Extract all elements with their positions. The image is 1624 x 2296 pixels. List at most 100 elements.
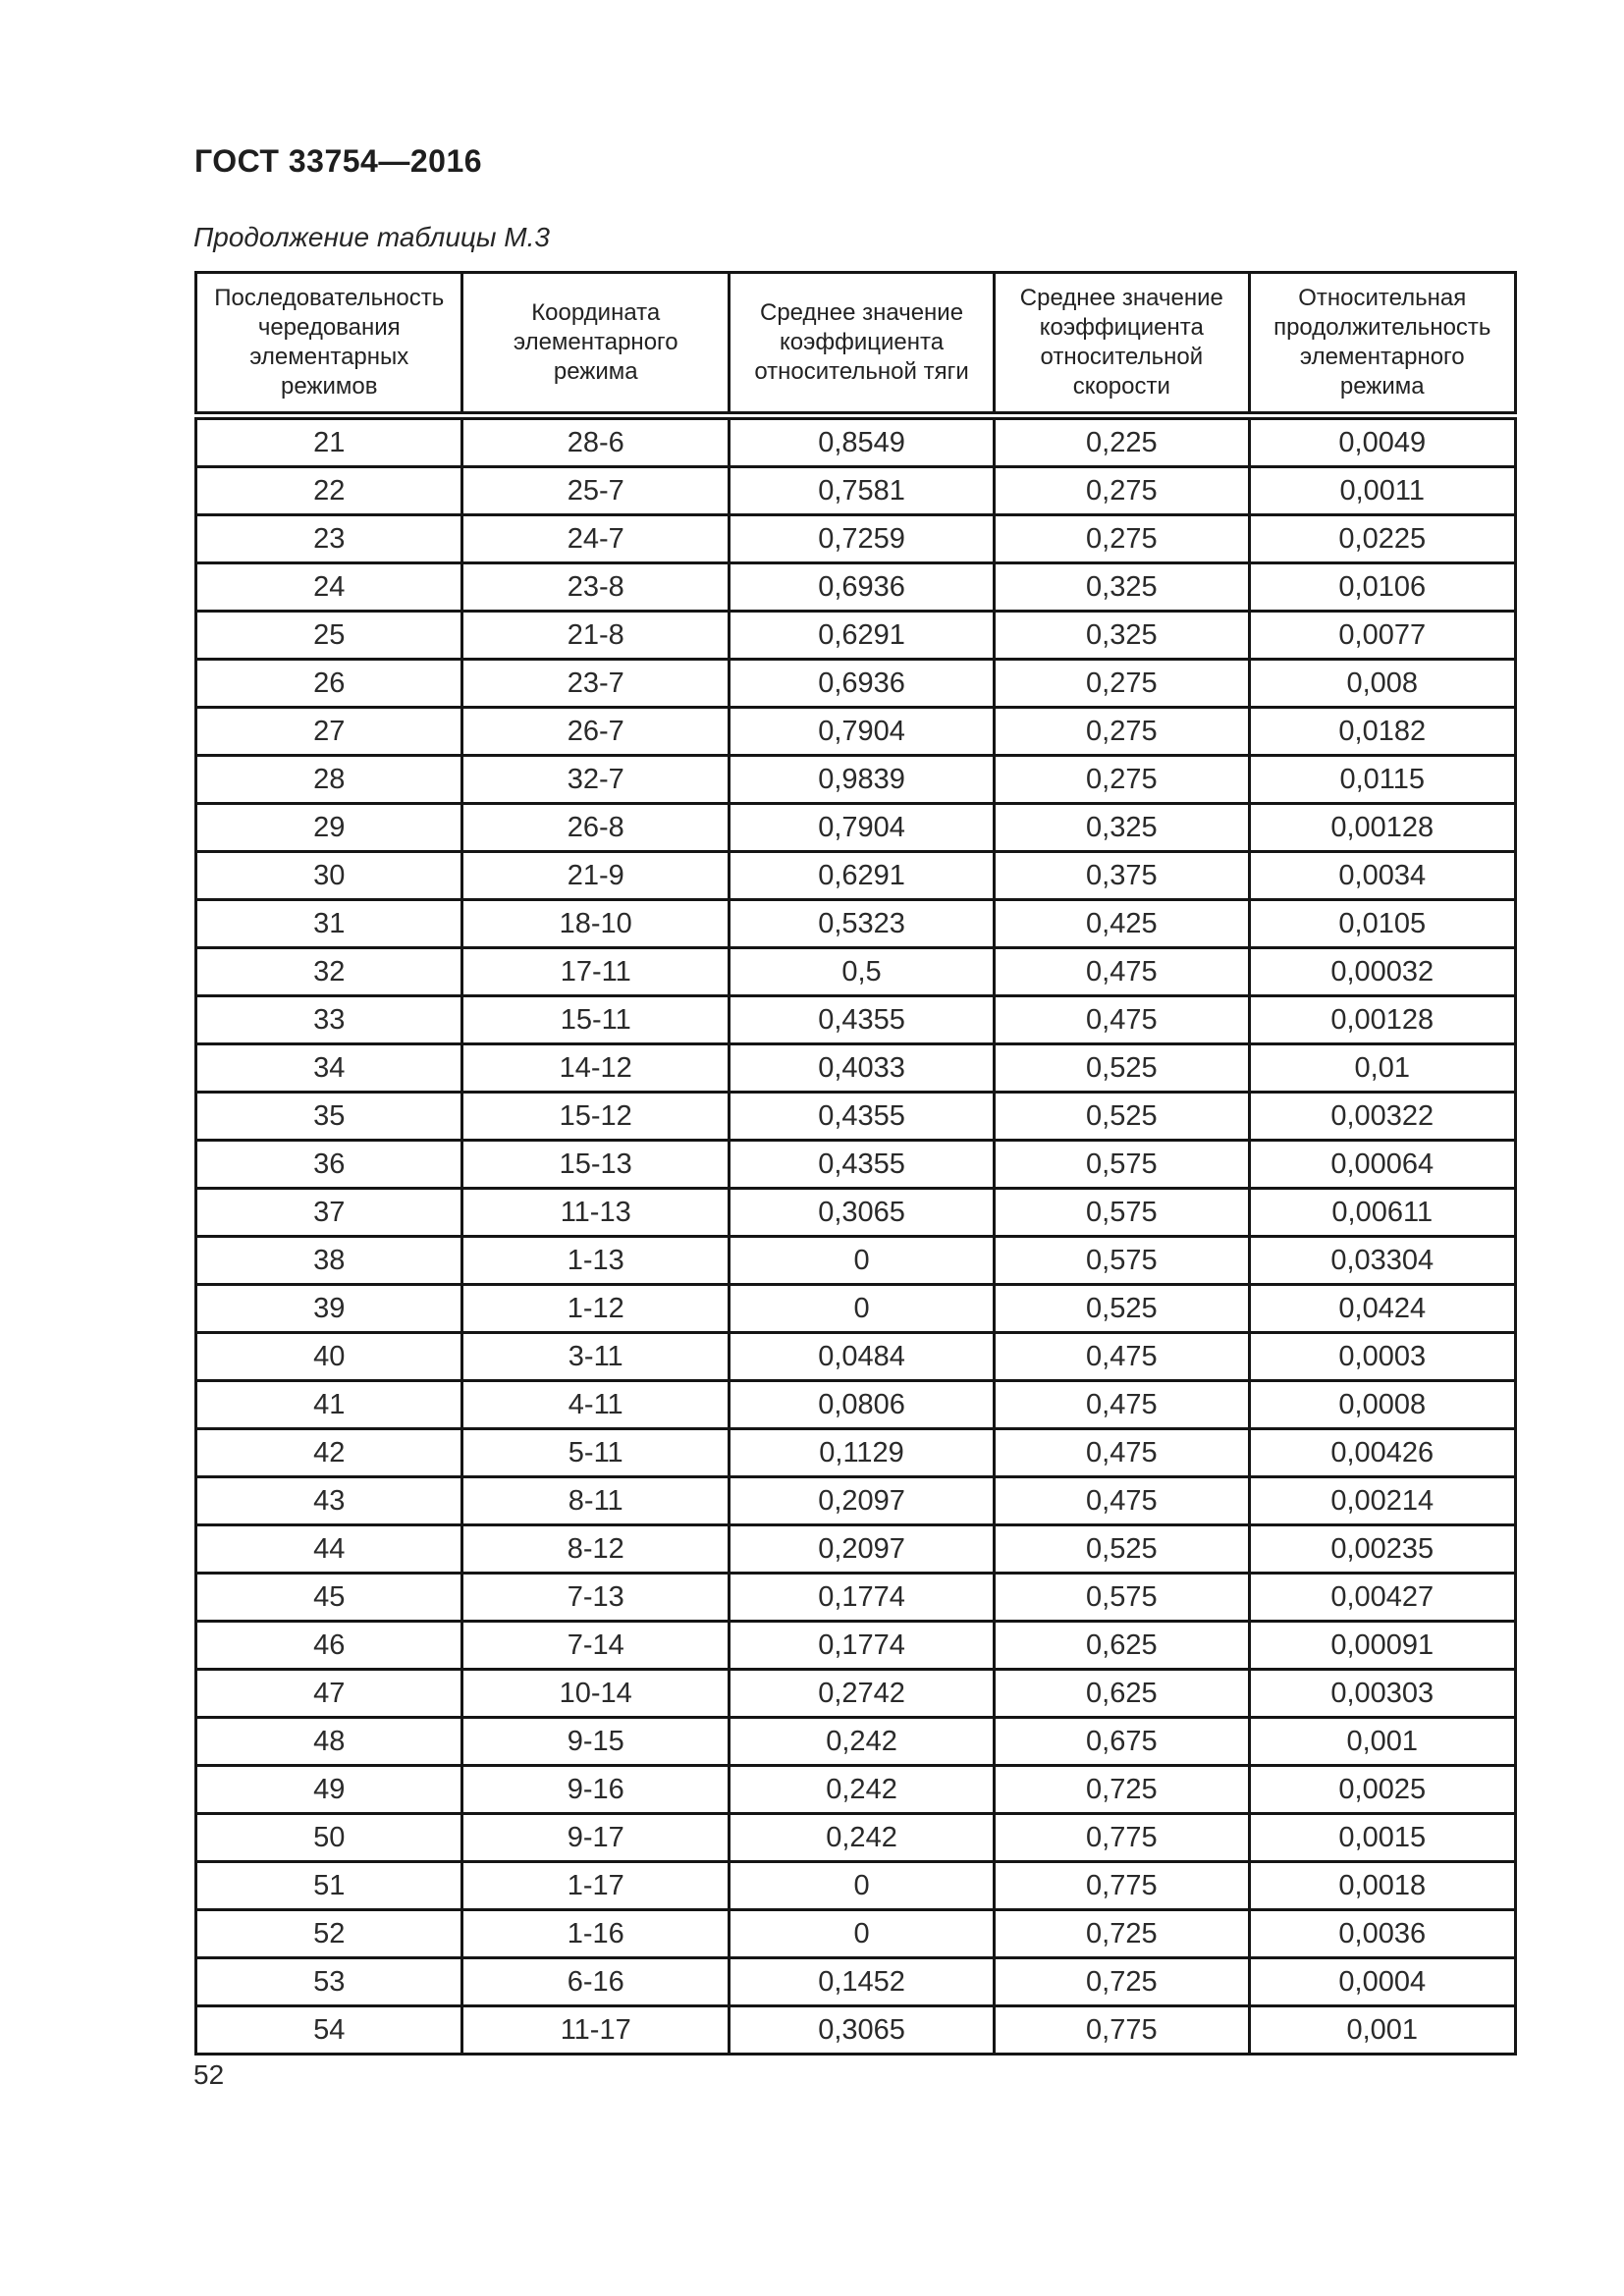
table-cell: 5-11 xyxy=(460,1427,731,1478)
table-cell: 0,575 xyxy=(993,1139,1251,1190)
table-cell: 11-13 xyxy=(460,1187,731,1238)
table-cell: 0,475 xyxy=(993,1379,1251,1430)
table-cell: 0,00128 xyxy=(1247,994,1517,1045)
table-cell: 34 xyxy=(193,1042,464,1094)
table-cell: 0,525 xyxy=(993,1523,1251,1575)
table-row: 25 21-8 0,6291 0,325 0,0077 xyxy=(193,610,1517,661)
table-cell: 30 xyxy=(193,850,464,901)
table-cell: 0,325 xyxy=(993,561,1251,613)
table-cell: 0,0106 xyxy=(1247,561,1517,613)
table-cell: 0,0225 xyxy=(1247,513,1517,564)
column-header-sequence: Последовательность чередования элементар… xyxy=(193,271,464,420)
table-row: 28 32-7 0,9839 0,275 0,0115 xyxy=(193,754,1517,805)
table-row: 32 17-11 0,5 0,475 0,00032 xyxy=(193,946,1517,997)
column-header-speed-coefficient: Среднее значение коэффициента относитель… xyxy=(993,271,1251,420)
table-cell: 32-7 xyxy=(460,754,731,805)
table-row: 44 8-12 0,2097 0,525 0,00235 xyxy=(193,1523,1517,1575)
table-cell: 27 xyxy=(193,706,464,757)
table-cell: 0,1774 xyxy=(727,1620,997,1671)
table-cell: 23 xyxy=(193,513,464,564)
table-cell: 0,525 xyxy=(993,1283,1251,1334)
table-cell: 0,775 xyxy=(993,1860,1251,1911)
table-cell: 0,475 xyxy=(993,994,1251,1045)
table-cell: 23-7 xyxy=(460,658,731,709)
table-cell: 0,275 xyxy=(993,465,1251,516)
table-cell: 0,4355 xyxy=(727,994,997,1045)
table-cell: 0,3065 xyxy=(727,1187,997,1238)
table-cell: 25 xyxy=(193,610,464,661)
table-cell: 22 xyxy=(193,465,464,516)
table-cell: 0,00303 xyxy=(1247,1668,1517,1719)
table-cell: 50 xyxy=(193,1812,464,1863)
table-cell: 3-11 xyxy=(460,1331,731,1382)
table-cell: 0,001 xyxy=(1247,1716,1517,1767)
table-row: 27 26-7 0,7904 0,275 0,0182 xyxy=(193,706,1517,757)
table-cell: 45 xyxy=(193,1572,464,1623)
table-cell: 0 xyxy=(727,1860,997,1911)
table-cell: 0,2097 xyxy=(727,1523,997,1575)
table-row: 42 5-11 0,1129 0,475 0,00426 xyxy=(193,1427,1517,1478)
table-row: 52 1-16 0 0,725 0,0036 xyxy=(193,1908,1517,1959)
table-cell: 0,6936 xyxy=(727,561,997,613)
table-cell: 0,9839 xyxy=(727,754,997,805)
table-cell: 52 xyxy=(193,1908,464,1959)
table-cell: 0,775 xyxy=(993,2004,1251,2056)
table-cell: 17-11 xyxy=(460,946,731,997)
table-cell: 0,0015 xyxy=(1247,1812,1517,1863)
standard-code-heading: ГОСТ 33754—2016 xyxy=(194,143,483,179)
table-cell: 29 xyxy=(193,802,464,853)
table-cell: 0,00426 xyxy=(1247,1427,1517,1478)
table-cell: 15-11 xyxy=(460,994,731,1045)
table-cell: 0,4355 xyxy=(727,1091,997,1142)
table-row: 51 1-17 0 0,775 0,0018 xyxy=(193,1860,1517,1911)
table-row: 36 15-13 0,4355 0,575 0,00064 xyxy=(193,1139,1517,1190)
table-cell: 51 xyxy=(193,1860,464,1911)
table-cell: 0,00235 xyxy=(1247,1523,1517,1575)
table-cell: 0,242 xyxy=(727,1716,997,1767)
table-cell: 0,0115 xyxy=(1247,754,1517,805)
table-cell: 10-14 xyxy=(460,1668,731,1719)
table-cell: 0,00091 xyxy=(1247,1620,1517,1671)
table-row: 54 11-17 0,3065 0,775 0,001 xyxy=(193,2004,1517,2056)
table-row: 39 1-12 0 0,525 0,0424 xyxy=(193,1283,1517,1334)
table-cell: 0,242 xyxy=(727,1812,997,1863)
table-cell: 0,475 xyxy=(993,1475,1251,1526)
table-cell: 0,275 xyxy=(993,706,1251,757)
table-cell: 0,0484 xyxy=(727,1331,997,1382)
table-cell: 0,0011 xyxy=(1247,465,1517,516)
table-cell: 15-12 xyxy=(460,1091,731,1142)
table-row: 45 7-13 0,1774 0,575 0,00427 xyxy=(193,1572,1517,1623)
table-cell: 0,6291 xyxy=(727,610,997,661)
table-cell: 0,0424 xyxy=(1247,1283,1517,1334)
table-cell: 46 xyxy=(193,1620,464,1671)
table-cell: 0,725 xyxy=(993,1908,1251,1959)
table-cell: 0,475 xyxy=(993,1331,1251,1382)
table-cell: 0,7904 xyxy=(727,706,997,757)
table-cell: 0,775 xyxy=(993,1812,1251,1863)
table-cell: 0,0025 xyxy=(1247,1764,1517,1815)
table-cell: 11-17 xyxy=(460,2004,731,2056)
table-cell: 25-7 xyxy=(460,465,731,516)
table-cell: 0,4355 xyxy=(727,1139,997,1190)
table-cell: 0,03304 xyxy=(1247,1235,1517,1286)
table-cell: 0,0049 xyxy=(1247,414,1517,468)
table-cell: 9-16 xyxy=(460,1764,731,1815)
table-cell: 0,575 xyxy=(993,1187,1251,1238)
table-cell: 0,725 xyxy=(993,1956,1251,2007)
table-cell: 0,0018 xyxy=(1247,1860,1517,1911)
table-row: 48 9-15 0,242 0,675 0,001 xyxy=(193,1716,1517,1767)
table-cell: 0,00427 xyxy=(1247,1572,1517,1623)
table-cell: 0,0182 xyxy=(1247,706,1517,757)
table-cell: 8-11 xyxy=(460,1475,731,1526)
table-row: 46 7-14 0,1774 0,625 0,00091 xyxy=(193,1620,1517,1671)
table-cell: 0,00322 xyxy=(1247,1091,1517,1142)
table-row: 33 15-11 0,4355 0,475 0,00128 xyxy=(193,994,1517,1045)
table-cell: 0,0003 xyxy=(1247,1331,1517,1382)
table-cell: 43 xyxy=(193,1475,464,1526)
table-cell: 26-7 xyxy=(460,706,731,757)
table-cell: 0,242 xyxy=(727,1764,997,1815)
table-cell: 23-8 xyxy=(460,561,731,613)
table-cell: 0,575 xyxy=(993,1235,1251,1286)
table-row: 41 4-11 0,0806 0,475 0,0008 xyxy=(193,1379,1517,1430)
